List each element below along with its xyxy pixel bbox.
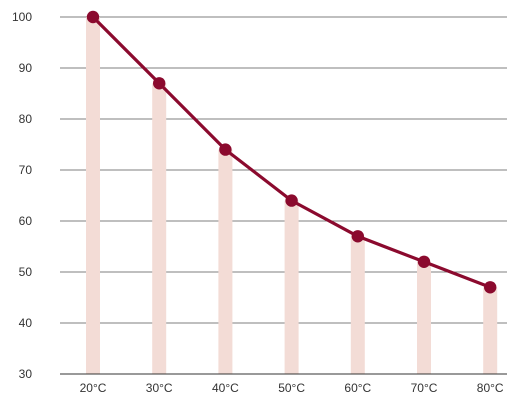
y-tick-label: 90 xyxy=(19,61,33,75)
x-tick-label: 70°C xyxy=(411,381,438,395)
bar xyxy=(483,287,498,374)
data-points xyxy=(86,10,497,294)
x-axis: 20°C 30°C 40°C 50°C 60°C 70°C 80°C xyxy=(60,373,507,395)
data-point xyxy=(219,143,232,156)
data-point xyxy=(351,230,364,243)
data-point xyxy=(417,255,431,268)
x-tick-label: 40°C xyxy=(212,381,239,395)
y-tick-label: 50 xyxy=(19,265,33,279)
bar xyxy=(284,200,299,374)
x-tick-label: 80°C xyxy=(477,381,504,395)
y-tick-label: 70 xyxy=(19,163,33,177)
y-axis: 30 40 50 60 70 80 90 100 xyxy=(12,10,32,381)
bar xyxy=(350,236,365,374)
x-tick-label: 60°C xyxy=(344,381,371,395)
x-tick-label: 30°C xyxy=(146,381,173,395)
data-point xyxy=(153,77,166,90)
data-point xyxy=(285,194,298,207)
bar xyxy=(152,83,167,375)
bar xyxy=(218,149,233,374)
bar xyxy=(417,261,431,374)
bars xyxy=(86,17,498,375)
grid-lines xyxy=(60,16,507,324)
y-tick-label: 60 xyxy=(19,214,33,228)
y-tick-label: 30 xyxy=(19,367,33,381)
y-tick-label: 100 xyxy=(12,10,32,24)
x-tick-label: 50°C xyxy=(278,381,305,395)
y-tick-label: 80 xyxy=(19,112,33,126)
bar xyxy=(86,17,100,374)
data-point xyxy=(484,281,497,294)
data-point xyxy=(86,10,100,24)
x-tick-label: 20°C xyxy=(80,381,107,395)
y-tick-label: 40 xyxy=(19,316,33,330)
